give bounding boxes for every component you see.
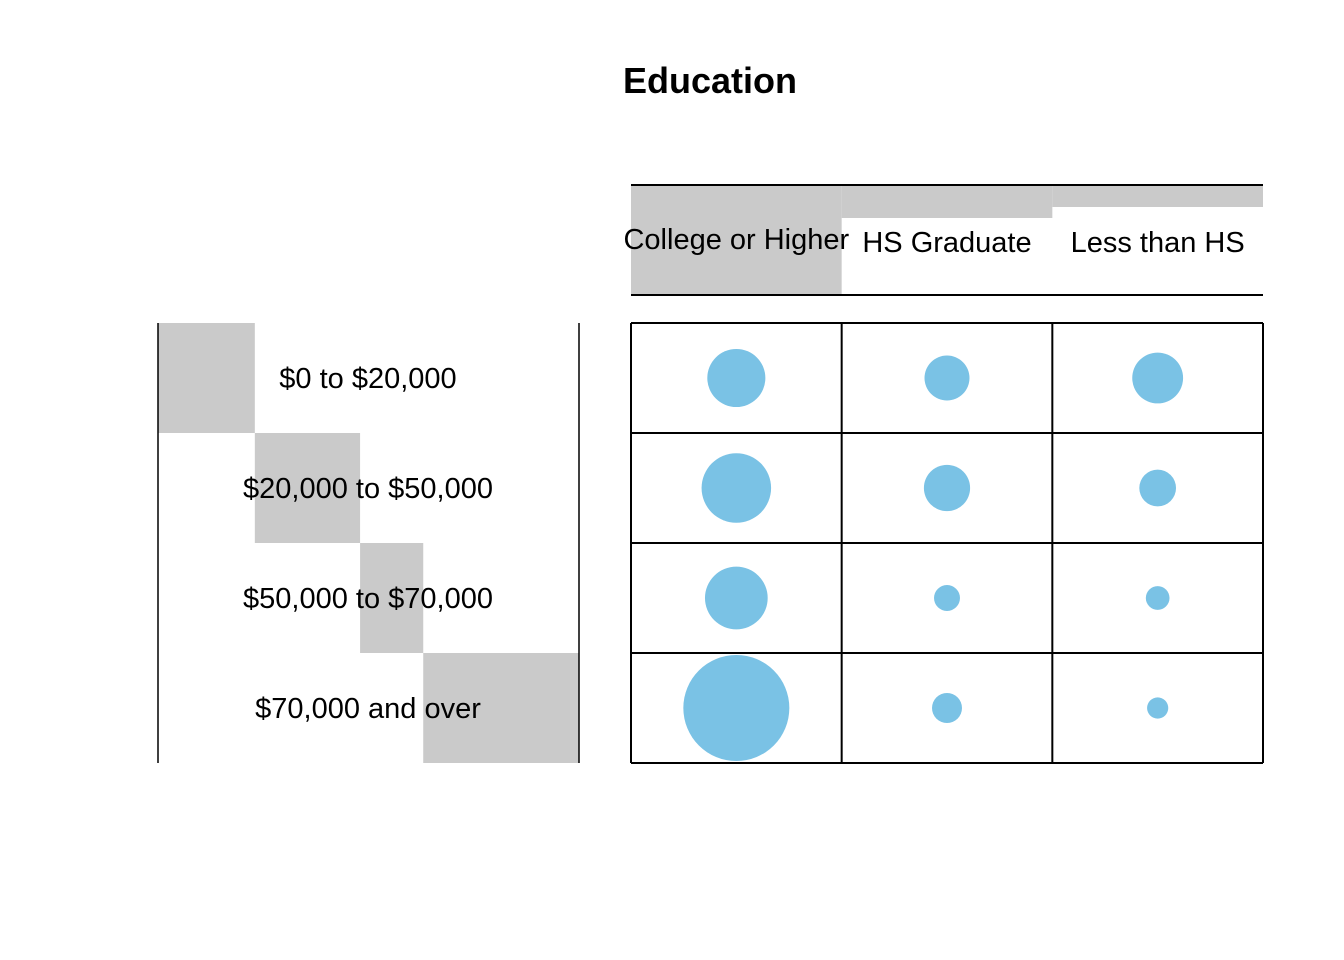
cell-grid: [630, 322, 1264, 764]
row-marginal-bar: [360, 543, 424, 653]
column-marginal-bars: [631, 185, 1263, 295]
bubble: [683, 655, 790, 761]
bubble: [1145, 586, 1170, 610]
row-label: $70,000 and over: [255, 693, 481, 725]
bubble: [932, 693, 962, 723]
row-label: $0 to $20,000: [279, 363, 456, 395]
bubbles: [683, 348, 1184, 761]
bubble: [707, 348, 766, 408]
column-labels: College or Higher HS Graduate Less than HS: [623, 224, 1244, 259]
row-label: $50,000 to $70,000: [243, 583, 493, 615]
row-label: $20,000 to $50,000: [243, 473, 493, 505]
row-labels: $0 to $20,000 $20,000 to $50,000 $50,000 t…: [243, 363, 493, 725]
bubble: [701, 453, 772, 523]
column-marginal-bar: [631, 185, 842, 295]
column-label: Less than HS: [1071, 227, 1245, 259]
row-marginal-bar: [423, 653, 579, 763]
column-header-rules: [157, 184, 1263, 763]
bubble: [1139, 469, 1177, 507]
row-marginal-bars: [158, 323, 579, 763]
bubble: [1132, 352, 1184, 404]
column-label: HS Graduate: [862, 227, 1031, 259]
bubble: [923, 464, 971, 512]
column-label: College or Higher: [623, 224, 849, 256]
row-marginal-bar: [158, 323, 255, 433]
column-marginal-bar: [1052, 185, 1263, 207]
bubble: [1147, 697, 1169, 719]
column-marginal-bar: [841, 185, 1053, 218]
bubble: [924, 355, 970, 401]
row-marginal-bar: [254, 433, 361, 543]
bubble: [934, 585, 960, 611]
bubble: [704, 566, 768, 630]
chart-title: Education: [623, 60, 797, 101]
